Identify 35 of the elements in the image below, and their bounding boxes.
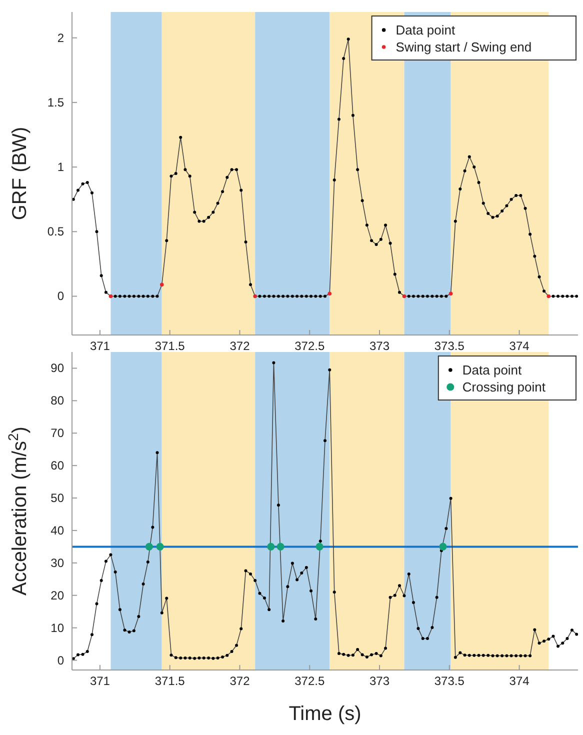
x-tick-label: 373	[370, 339, 390, 353]
y-axis-title: GRF (BW)	[9, 126, 31, 220]
x-tick-label: 372	[230, 674, 250, 688]
y-tick-label: 80	[50, 394, 64, 408]
y-tick-label: 1	[57, 160, 64, 174]
x-tick-label: 372.5	[294, 674, 325, 688]
x-tick-label: 373.5	[434, 339, 465, 353]
x-tick-label: 372	[230, 339, 250, 353]
x-tick-label: 373.5	[434, 674, 465, 688]
legend-label: Data point	[396, 22, 456, 38]
y-tick-label: 90	[50, 361, 64, 376]
x-tick-label: 371	[90, 674, 110, 688]
y-tick-label: 50	[50, 491, 64, 506]
legend-label: Crossing point	[462, 380, 546, 394]
x-tick-label: 371	[90, 339, 110, 353]
y-tick-label: 60	[50, 458, 64, 473]
y-tick-label: 10	[50, 620, 64, 635]
y-tick-label: 2	[57, 30, 64, 45]
x-axis-title: Time (s)	[288, 703, 362, 725]
y-tick-label: 30	[50, 556, 64, 570]
x-tick-label: 372.5	[294, 339, 325, 353]
y-tick-label: 0	[57, 289, 64, 304]
x-tick-label: 374	[509, 339, 530, 353]
y-tick-label: 70	[50, 426, 64, 440]
y-tick-label: 0.5	[47, 224, 64, 239]
y-tick-label: 1.5	[47, 95, 64, 110]
x-tick-label: 374	[509, 674, 530, 688]
legend-label: Swing start / Swing end	[396, 40, 532, 54]
x-tick-label: 373	[370, 674, 390, 688]
y-tick-label: 40	[50, 523, 64, 538]
x-tick-label: 371.5	[154, 674, 186, 688]
y-tick-label: 0	[57, 653, 64, 668]
y-tick-label: 20	[50, 588, 64, 602]
legend-label: Data point	[462, 362, 522, 378]
x-tick-label: 371.5	[154, 339, 186, 353]
